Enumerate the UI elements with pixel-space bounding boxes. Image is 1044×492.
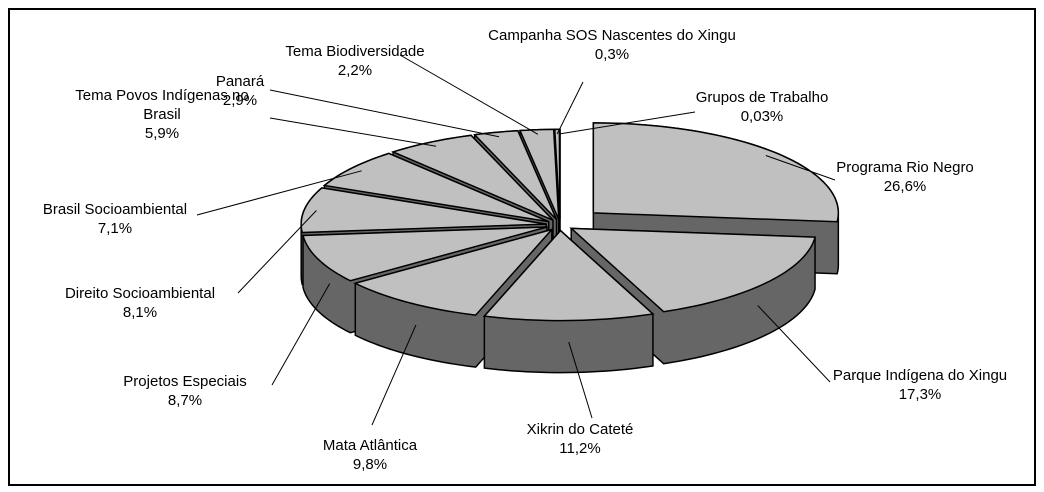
slice-value: 5,9% <box>144 125 180 142</box>
leader-line <box>757 305 831 383</box>
slice-label: Tema Biodiversidade 2,2% <box>255 42 455 80</box>
slice-name: Tema Povos Indígenas no Brasil <box>75 87 249 123</box>
slice-name: Grupos de Trabalho <box>695 89 829 106</box>
slice-value: 8,1% <box>122 304 158 321</box>
slice <box>592 122 840 223</box>
slice <box>553 128 561 220</box>
slice-name: Brasil Socioambiental <box>42 201 188 218</box>
leader-line <box>556 81 584 135</box>
slice <box>302 226 548 282</box>
slice <box>473 129 558 221</box>
slice-label: Programa Rio Negro 26,6% <box>805 158 1005 196</box>
slice-label: Grupos de Trabalho 0,03% <box>662 88 862 126</box>
slice-value: 2,2% <box>337 62 373 79</box>
slice-label: Brasil Socioambiental 7,1% <box>15 200 215 238</box>
slice-label: Xikrin do Cateté 11,2% <box>480 420 680 458</box>
slice-value: 26,6% <box>883 178 927 195</box>
slice-name: Direito Socioambiental <box>64 285 216 302</box>
slice-label: Panará 2,9% <box>200 72 280 110</box>
slice <box>390 134 554 221</box>
slice <box>482 229 655 322</box>
slice-name: Programa Rio Negro <box>836 159 974 176</box>
leader-line <box>765 155 836 181</box>
slice <box>518 128 560 220</box>
chart-frame <box>8 8 1036 486</box>
slice-label: Mata Atlântica 9,8% <box>270 436 470 474</box>
leader-line <box>237 210 317 294</box>
slice-name: Projetos Especiais <box>123 373 247 390</box>
leader-line <box>271 283 331 386</box>
leader-line <box>269 89 500 138</box>
slice <box>569 227 817 313</box>
leader-line <box>568 341 593 419</box>
leader-line <box>196 170 362 216</box>
leader-line <box>559 111 696 135</box>
slice-value: 7,1% <box>97 220 133 237</box>
slice-value: 9,8% <box>352 456 388 473</box>
slice-label: Campanha SOS Nascentes do Xingu 0,3% <box>487 26 737 64</box>
slice-value: 2,9% <box>222 92 258 109</box>
slice <box>322 152 550 223</box>
leader-line <box>399 54 539 135</box>
slice-label: Projetos Especiais 8,7% <box>85 372 285 410</box>
leader-line <box>269 117 437 147</box>
slice-value: 8,7% <box>167 392 203 409</box>
slice-name: Tema Biodiversidade <box>285 43 425 60</box>
slice-value: 0,3% <box>594 46 630 63</box>
slice <box>353 228 555 316</box>
slice-value: 17,3% <box>898 386 942 403</box>
slice-name: Parque Indígena do Xingu <box>832 367 1008 384</box>
leader-line <box>371 324 417 426</box>
slice-label: Direito Socioambiental 8,1% <box>30 284 250 322</box>
slice-value: 0,03% <box>740 108 784 125</box>
slice-value: 11,2% <box>559 440 601 457</box>
slice-label: Parque Indígena do Xingu 17,3% <box>800 366 1040 404</box>
slice-label: Tema Povos Indígenas no Brasil 5,9% <box>62 86 262 143</box>
slice-name: Panará <box>215 73 265 90</box>
slice-name: Campanha SOS Nascentes do Xingu <box>488 27 736 44</box>
slice-name: Mata Atlântica <box>322 437 418 454</box>
slice-name: Xikrin do Cateté <box>526 421 634 438</box>
